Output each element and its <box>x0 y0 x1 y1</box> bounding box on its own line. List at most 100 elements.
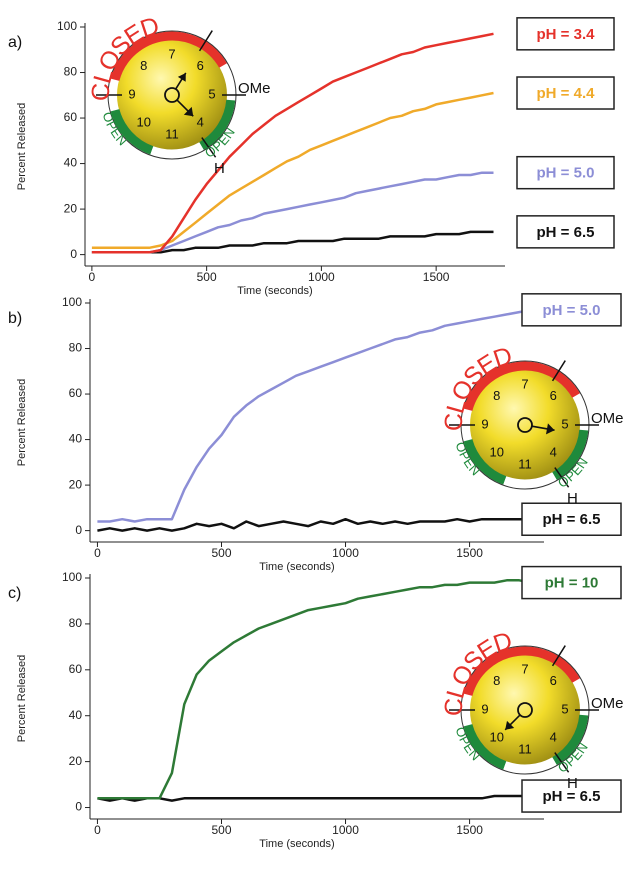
clock-hand-head <box>546 423 555 435</box>
y-tick-label: 40 <box>69 432 83 446</box>
ome-label: OMe <box>591 695 624 712</box>
clock-hour: 10 <box>489 730 503 745</box>
y-tick-label: 60 <box>69 662 83 676</box>
clock-hour: 7 <box>521 376 528 391</box>
clock-hub <box>517 702 533 718</box>
clock-hand-head <box>505 720 515 730</box>
clock-tick <box>554 752 570 773</box>
legend-box <box>521 565 622 600</box>
clock-hour: 8 <box>493 673 500 688</box>
y-tick-label: 40 <box>64 156 78 170</box>
x-tick-label: 0 <box>94 823 101 837</box>
data-line <box>91 171 494 254</box>
legend-label: pH = 10 <box>545 575 599 592</box>
x-tick-label: 1500 <box>423 270 450 284</box>
clock-tick <box>551 360 566 382</box>
x-axis-title: Time (seconds) <box>237 285 312 297</box>
clock-tick <box>554 467 570 488</box>
legend-box <box>516 76 615 110</box>
clock-hour: 8 <box>140 58 147 73</box>
y-tick-label: 100 <box>57 19 77 33</box>
clock-hour: 8 <box>493 388 500 403</box>
clock-hour: 5 <box>208 86 215 101</box>
clock-hour: 6 <box>550 673 557 688</box>
y-tick-label: 80 <box>69 616 83 630</box>
legend-label: pH = 6.5 <box>543 511 601 528</box>
clock-hour: 5 <box>561 701 568 716</box>
y-tick-label: 100 <box>62 570 82 584</box>
legend-box <box>516 17 615 51</box>
h-label: H <box>214 160 225 177</box>
x-tick-label: 1000 <box>332 823 359 837</box>
legend-label: pH = 5.0 <box>543 302 601 319</box>
y-tick-label: 80 <box>69 341 83 355</box>
clock-hour: 6 <box>550 388 557 403</box>
clock-hour: 4 <box>550 445 557 460</box>
y-axis-title: Percent Released <box>16 379 28 466</box>
y-tick-label: 80 <box>64 65 78 79</box>
y-tick-label: 20 <box>69 754 83 768</box>
clock-hour: 11 <box>518 741 532 756</box>
x-axis-title: Time (seconds) <box>259 838 334 850</box>
x-tick-label: 0 <box>89 270 96 284</box>
legend-label: pH = 4.4 <box>537 85 596 102</box>
panel-label: b) <box>8 310 22 327</box>
legend-label: pH = 6.5 <box>543 788 601 805</box>
clock-tick <box>201 137 217 158</box>
y-tick-label: 0 <box>75 800 82 814</box>
clock-hour: 4 <box>550 730 557 745</box>
clock-hour: 9 <box>481 416 488 431</box>
panel-label: a) <box>8 34 22 51</box>
clock-hour: 11 <box>518 456 532 471</box>
x-tick-label: 500 <box>197 270 217 284</box>
y-tick-label: 20 <box>64 201 78 215</box>
data-line <box>97 794 532 802</box>
y-tick-label: 20 <box>69 477 83 491</box>
y-tick-label: 60 <box>69 386 83 400</box>
clock-hub <box>164 87 180 103</box>
legend-entry: pH = 6.5 <box>521 502 622 536</box>
y-axis-title: Percent Released <box>16 655 28 742</box>
clock-hub <box>517 417 533 433</box>
legend-label: pH = 5.0 <box>537 165 595 182</box>
ome-label: OMe <box>238 80 271 97</box>
y-tick-label: 40 <box>69 708 83 722</box>
legend-entry: pH = 6.5 <box>521 779 622 813</box>
neutral-arc <box>150 142 204 159</box>
clock-hand-head <box>177 72 186 82</box>
data-line <box>97 579 532 800</box>
y-axis-title: Percent Released <box>16 103 28 190</box>
clock-hour: 9 <box>481 701 488 716</box>
clock-hour: 5 <box>561 416 568 431</box>
clock-face <box>117 40 227 150</box>
legend-entry: pH = 3.4 <box>516 17 615 51</box>
clock-hour: 11 <box>165 126 179 141</box>
closed-arc <box>463 646 580 696</box>
neutral-arc <box>503 472 557 489</box>
h-label: H <box>567 775 578 792</box>
x-tick-label: 1000 <box>308 270 335 284</box>
h-label: H <box>567 490 578 507</box>
legend-entry: pH = 6.5 <box>516 215 615 249</box>
legend-box <box>521 502 622 536</box>
x-tick-label: 1000 <box>332 546 359 560</box>
clock-tick <box>198 30 213 52</box>
legend-box <box>521 293 622 327</box>
legend-entry: pH = 5.0 <box>521 293 622 327</box>
legend-entry: pH = 10 <box>521 565 622 600</box>
clock-hand-head <box>183 106 194 117</box>
data-line <box>91 230 494 254</box>
closed-arc <box>110 31 227 81</box>
legend-entry: pH = 4.4 <box>516 76 615 110</box>
y-tick-label: 100 <box>62 295 82 309</box>
legend-box <box>516 215 615 249</box>
legend-label: pH = 6.5 <box>537 224 595 241</box>
clock-hour: 7 <box>168 46 175 61</box>
legend-box <box>516 155 615 190</box>
clock-tick <box>551 645 566 667</box>
panel-label: c) <box>8 585 21 602</box>
y-tick-label: 0 <box>70 247 77 261</box>
neutral-arc <box>503 757 557 774</box>
